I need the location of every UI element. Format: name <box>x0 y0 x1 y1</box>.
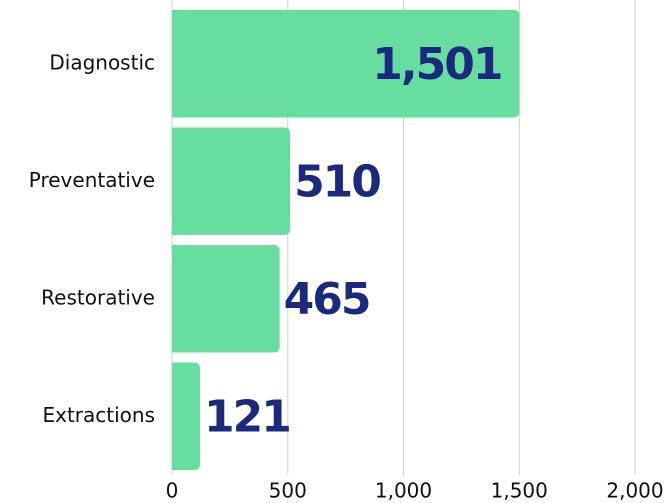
x-tick-label: 500 <box>269 479 307 503</box>
y-tick-label: Diagnostic <box>49 50 155 74</box>
bar <box>172 10 520 118</box>
value-label: 510 <box>294 156 380 207</box>
y-tick-label: Restorative <box>41 285 155 309</box>
value-label: 121 <box>204 391 290 442</box>
y-tick-label: Extractions <box>42 403 155 427</box>
bar <box>172 245 280 353</box>
value-label: 1,501 <box>372 39 501 90</box>
x-tick-label: 2,000 <box>606 479 663 503</box>
x-tick-label: 1,000 <box>375 479 432 503</box>
x-tick-label: 0 <box>166 479 179 503</box>
bar <box>172 127 291 235</box>
bar <box>172 362 201 470</box>
value-label: 465 <box>284 274 370 325</box>
y-tick-label: Preventative <box>29 168 155 192</box>
x-tick-label: 1,500 <box>491 479 548 503</box>
